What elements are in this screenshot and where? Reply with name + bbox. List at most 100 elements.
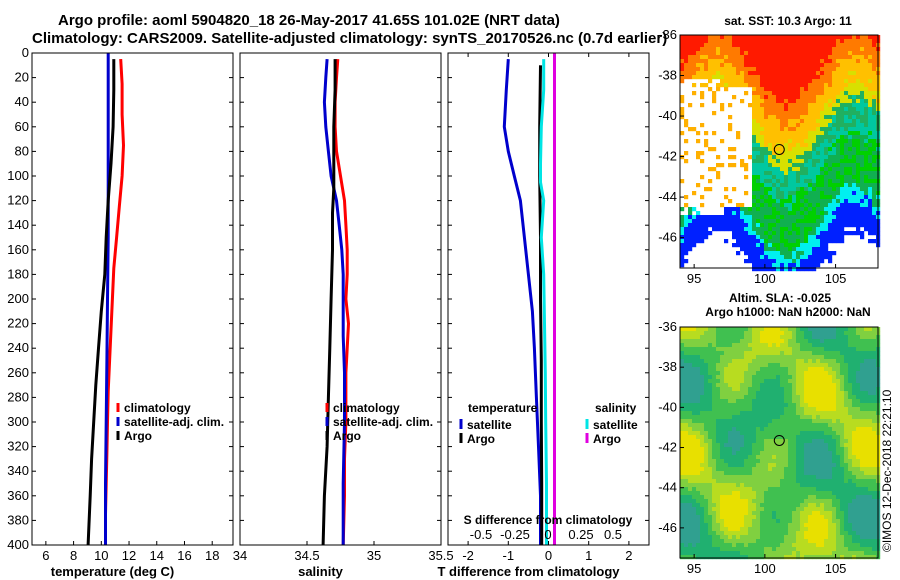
sla-map-cell [716, 487, 721, 492]
sla-map-cell [816, 451, 821, 456]
sla-map-cell [680, 419, 685, 424]
sla-map-cell [732, 451, 737, 456]
sst-map-cell [728, 127, 733, 132]
sst-map-cell [820, 251, 825, 256]
sst-map-cell [788, 179, 793, 184]
sla-map-cell [736, 399, 741, 404]
sst-map-cell [796, 95, 801, 100]
sst-map-cell [760, 119, 765, 124]
sst-map-cell [692, 47, 697, 52]
sla-map-cell [796, 423, 801, 428]
sla-map-cell [692, 395, 697, 400]
sst-map-cell [856, 187, 861, 192]
sla-map-cell [828, 343, 833, 348]
sla-map-cell [820, 415, 825, 420]
sla-map-cell [756, 399, 761, 404]
sst-map-cell [752, 79, 757, 84]
sst-map-cell [780, 107, 785, 112]
sla-map-cell [708, 363, 713, 368]
sla-map-cell [704, 475, 709, 480]
sst-map-cell [828, 119, 833, 124]
sla-map-cell [756, 371, 761, 376]
sla-map-cell [728, 379, 733, 384]
sla-map-cell [840, 479, 845, 484]
sla-map-cell [780, 471, 785, 476]
sla-map-cell [752, 435, 757, 440]
sla-map-cell [852, 507, 857, 512]
sst-map-cell [792, 35, 797, 40]
sst-map-cell [804, 83, 809, 88]
sla-map-cell [792, 335, 797, 340]
sla-map-cell [864, 503, 869, 508]
sla-map-cell [728, 487, 733, 492]
sla-map-cell [864, 407, 869, 412]
sst-map-cell [752, 243, 757, 248]
sla-map-cell [796, 351, 801, 356]
sla-map-cell [748, 415, 753, 420]
sla-map-cell [816, 375, 821, 380]
sla-map-cell [740, 459, 745, 464]
diff-legend-label: satellite [593, 418, 638, 432]
sst-map-cell [788, 39, 793, 44]
sst-map-cell [696, 235, 701, 240]
sla-map-cell [760, 415, 765, 420]
sla-map-cell [680, 399, 685, 404]
sst-map-cell [820, 63, 825, 68]
sst-map-cell [828, 135, 833, 140]
sla-map-cell [816, 403, 821, 408]
sla-map-cell [764, 519, 769, 524]
sla-map-cell [776, 427, 781, 432]
sst-map-cell [824, 103, 829, 108]
sst-map-cell [872, 143, 877, 148]
sst-map-cell [824, 127, 829, 132]
sla-map-cell [744, 347, 749, 352]
sst-map-cell [800, 75, 805, 80]
sla-map-cell [716, 471, 721, 476]
sst-map-cell [828, 147, 833, 152]
sst-map-cell [864, 51, 869, 56]
sst-map-cell [812, 207, 817, 212]
sla-map-cell [848, 515, 853, 520]
sst-map-cell [800, 179, 805, 184]
sla-map-cell [744, 483, 749, 488]
sst-map-cell [788, 227, 793, 232]
sla-map-cell [716, 355, 721, 360]
sst-map-cell [828, 143, 833, 148]
sst-map-cell [844, 207, 849, 212]
sla-map-cell [840, 375, 845, 380]
sst-map-cell [716, 43, 721, 48]
sla-map-cell [712, 403, 717, 408]
sla-map-cell [804, 515, 809, 520]
sla-map-cell [720, 475, 725, 480]
sst-map-cell [736, 35, 741, 40]
sla-map-cell [840, 507, 845, 512]
sla-map-cell [748, 443, 753, 448]
sla-map-cell [692, 411, 697, 416]
sst-map-cell [804, 263, 809, 268]
sst-map-cell [812, 107, 817, 112]
sla-map-cell [688, 423, 693, 428]
sst-map-cell [756, 207, 761, 212]
sst-map-cell [772, 71, 777, 76]
sst-map-cell [764, 239, 769, 244]
sla-map-cell [756, 483, 761, 488]
sst-map-cell [824, 179, 829, 184]
sst-map-cell [760, 223, 765, 228]
sla-map-cell [768, 495, 773, 500]
sla-map-cell [852, 367, 857, 372]
sst-map-cell [784, 87, 789, 92]
sla-map-cell [832, 495, 837, 500]
sla-map-cell [784, 375, 789, 380]
sla-map-cell [736, 359, 741, 364]
sst-map-cell [824, 167, 829, 172]
sst-map-cell [788, 171, 793, 176]
sla-map-cell [872, 407, 877, 412]
sla-map-cell [716, 495, 721, 500]
sla-map-cell [792, 511, 797, 516]
sla-map-cell [748, 387, 753, 392]
sla-map-cell [688, 503, 693, 508]
sla-map-cell [756, 375, 761, 380]
sla-map-cell [728, 483, 733, 488]
sst-map-cell [828, 227, 833, 232]
sla-map-cell [696, 399, 701, 404]
